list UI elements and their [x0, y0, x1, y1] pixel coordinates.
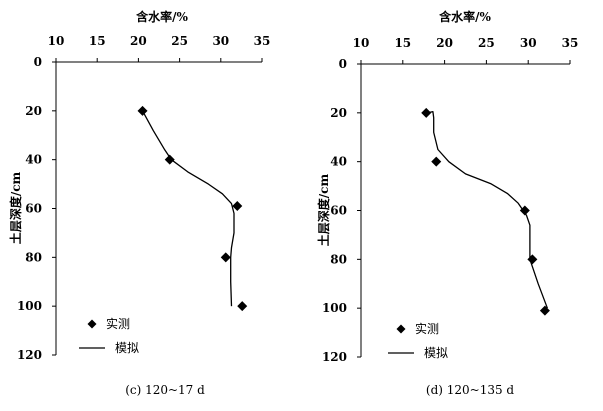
measured-point	[539, 305, 550, 316]
y-tick-label: 20	[330, 106, 347, 120]
measured-point	[164, 154, 175, 165]
measured-point	[421, 107, 432, 118]
legend-label-simulated: 模拟	[424, 346, 448, 360]
measured-point	[232, 201, 243, 212]
y-tick-label: 60	[25, 202, 42, 216]
x-tick-label: 25	[171, 34, 188, 48]
y-axis-title: 土层深度/cm	[8, 172, 23, 245]
y-tick-label: 120	[322, 350, 347, 364]
x-tick-label: 10	[48, 34, 65, 48]
x-tick-label: 20	[130, 34, 147, 48]
simulated-line	[427, 110, 549, 309]
legend-label-measured: 实测	[415, 321, 439, 336]
measured-point	[527, 254, 538, 265]
y-tick-label: 60	[330, 204, 347, 218]
measured-point	[220, 252, 231, 263]
chart-c: 10 15 20 25 30 35 0 20 40 60 80 100 120 含水率/% 土层深度/cm 实…	[8, 9, 270, 397]
legend-label-simulated: 模拟	[115, 341, 139, 355]
x-tick-label: 35	[562, 36, 579, 50]
x-tick-label: 15	[394, 36, 411, 50]
y-tick-label: 100	[322, 301, 347, 315]
measured-point	[237, 301, 248, 312]
legend-label-measured: 实测	[106, 316, 130, 331]
measured-point	[431, 156, 442, 167]
chart-caption: (c) 120~17 d	[125, 383, 205, 397]
x-tick-label: 15	[89, 34, 106, 48]
y-tick-label: 20	[25, 104, 42, 118]
x-tick-label: 35	[254, 34, 271, 48]
y-tick-label: 40	[25, 153, 42, 167]
x-tick-label: 30	[212, 34, 229, 48]
simulated-line	[141, 110, 235, 307]
legend-marker-measured	[87, 319, 97, 329]
y-tick-label: 0	[339, 57, 347, 71]
y-tick-label: 40	[330, 155, 347, 169]
chart-d: 10 15 20 25 30 35 0 20 40 60 80 100 120 含水率/% 土层深度/cm 实…	[316, 9, 578, 397]
y-tick-label: 0	[34, 55, 42, 69]
x-tick-label: 25	[478, 36, 495, 50]
chart-caption: (d) 120~135 d	[426, 383, 515, 397]
y-tick-label: 100	[17, 299, 42, 313]
measured-point	[137, 105, 148, 116]
x-tick-label: 30	[520, 36, 537, 50]
legend-marker-measured	[396, 324, 406, 334]
x-axis-title: 含水率/%	[136, 9, 188, 24]
measured-point	[519, 205, 530, 216]
y-axis-title: 土层深度/cm	[316, 174, 331, 247]
x-tick-label: 10	[353, 36, 370, 50]
x-tick-label: 20	[436, 36, 453, 50]
y-tick-label: 80	[25, 250, 42, 264]
y-tick-label: 120	[17, 348, 42, 362]
y-tick-label: 80	[330, 252, 347, 266]
x-axis-title: 含水率/%	[439, 9, 491, 24]
